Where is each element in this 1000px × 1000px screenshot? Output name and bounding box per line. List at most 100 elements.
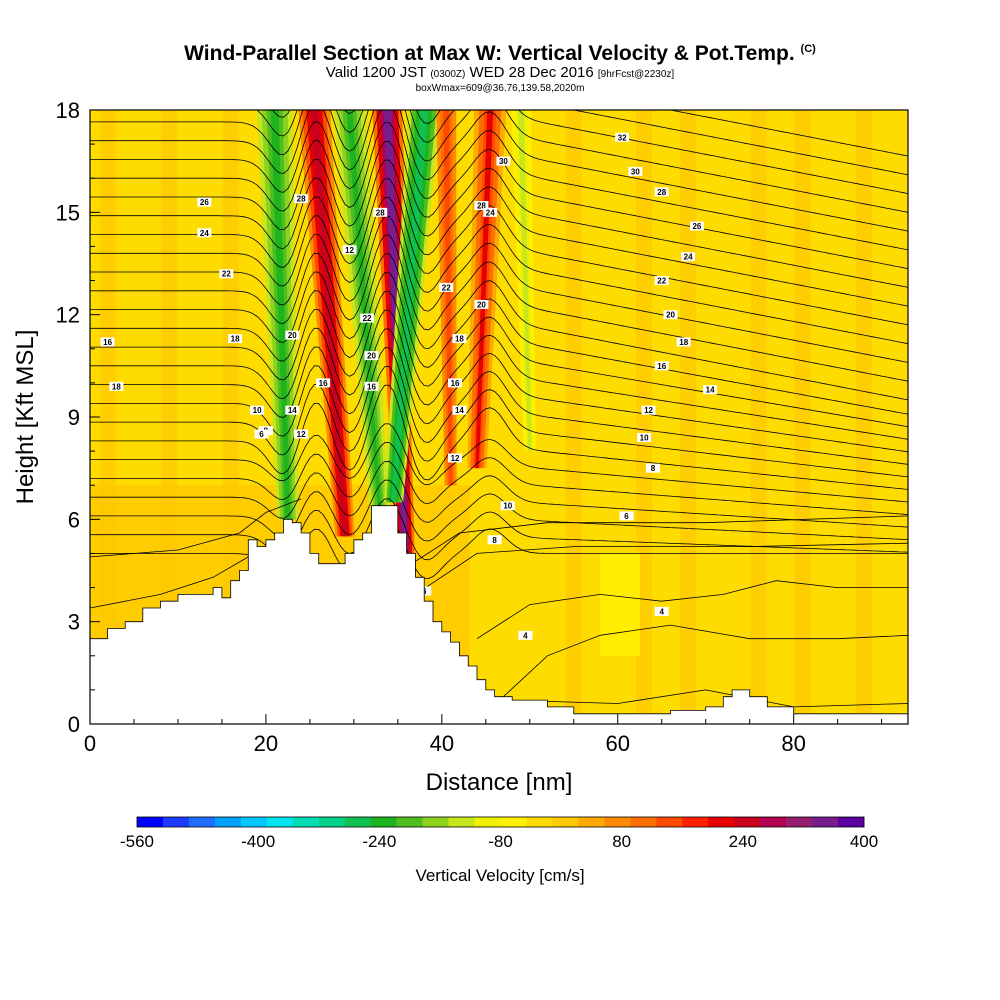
contour-label-bg (364, 381, 379, 391)
contour-label-bg (641, 405, 656, 415)
contour-label: 12 (451, 454, 460, 463)
colorbar-tick-label: -240 (362, 832, 396, 851)
contour-label-bg (100, 337, 115, 347)
descent-plume (391, 110, 429, 503)
colorbar-label: Vertical Velocity [cm/s] (415, 866, 584, 885)
colorbar-tick-label: 400 (850, 832, 878, 851)
contour-label: 18 (112, 382, 121, 391)
contour-label-bg (628, 166, 643, 176)
x-tick-label: 60 (605, 731, 629, 756)
theta-contour-line (90, 253, 908, 401)
colorbar-swatch (578, 817, 605, 827)
colorbar-swatch (292, 817, 320, 827)
contour-label-bg (448, 453, 463, 463)
colorbar-swatch (162, 817, 190, 827)
contour-label-bg (452, 405, 467, 415)
colorbar-swatch (318, 817, 346, 827)
contour-label: 10 (503, 502, 512, 511)
colorbar-swatch (786, 817, 813, 827)
contour-label-bg (452, 334, 467, 344)
weak-descent-zone (600, 553, 641, 656)
contour-label: 14 (455, 406, 464, 415)
contour-label-bg (619, 511, 634, 521)
theta-contour-line (256, 110, 908, 194)
theta-contour-line (90, 328, 908, 453)
contour-label-bg (663, 310, 678, 320)
theta-contour-line (272, 110, 908, 176)
colorbar-swatch (448, 817, 475, 827)
contour-label-bg (483, 207, 498, 217)
weak-ascent-stripe (680, 110, 697, 724)
colorbar-tick-label: -400 (241, 832, 275, 851)
contour-label-bg (373, 207, 388, 217)
contour-label-bg (637, 432, 652, 442)
theta-contour-line (90, 159, 908, 307)
axes: 0 20 40 60 80 0 3 6 9 12 15 18 (56, 98, 883, 756)
contour-label: 22 (363, 314, 372, 323)
colorbar-tick-label: -560 (120, 832, 154, 851)
theta-contour-line (90, 110, 908, 232)
colorbar-tick-label: -80 (488, 832, 513, 851)
theta-contour-line (503, 689, 908, 708)
theta-contour-line (90, 498, 908, 561)
contour-label-bg (681, 252, 696, 262)
colorbar-swatch (838, 817, 865, 827)
contour-label-bg (654, 606, 669, 616)
theta-contour-line (90, 365, 908, 478)
y-tick-label: 3 (68, 610, 80, 635)
theta-contour-line (90, 272, 908, 415)
y-tick-label: 6 (68, 507, 80, 532)
contour-label-bg (294, 194, 309, 204)
contour-label: 10 (640, 433, 649, 442)
theta-contour-line (90, 517, 908, 579)
y-axis-label: Height [Kft MSL] (12, 330, 39, 505)
colorbar-swatch (604, 817, 631, 827)
contour-label-bg (197, 228, 212, 238)
colorbar-swatch (734, 817, 761, 827)
subtitle-date: WED 28 Dec 2016 (469, 64, 594, 81)
contour-label: 12 (297, 430, 306, 439)
contour-label: 28 (297, 195, 306, 204)
theta-contour-line (476, 580, 908, 640)
descent-plume (270, 110, 291, 520)
x-tick-label: 40 (430, 731, 454, 756)
theta-contour-line (503, 624, 908, 697)
theta-contour-line (90, 309, 908, 440)
title-main: Wind-Parallel Section at Max W: Vertical… (184, 42, 795, 65)
colorbar-swatch (266, 817, 294, 827)
plot-area: 30 32 30 28 26 24 22 20 18 16 14 12 10 8 6 4 4 26 24 22 18 16… (90, 110, 908, 724)
x-tick-label: 80 (781, 731, 805, 756)
contour-label: 24 (486, 208, 495, 217)
contour-label-bg (250, 405, 265, 415)
contour-label: 20 (666, 311, 675, 320)
colorbar-swatch (474, 817, 501, 827)
theta-contour-line (90, 442, 908, 515)
colorbar-swatch (214, 817, 242, 827)
x-tick-label: 20 (254, 731, 278, 756)
contour-label-bg (364, 351, 379, 361)
contour-label: 6 (624, 512, 629, 521)
x-axis-label: Distance [nm] (426, 769, 573, 796)
y-tick-label: 0 (68, 712, 80, 737)
contour-label: 22 (657, 277, 666, 286)
theta-contour-line (90, 423, 908, 503)
contour-label-bg (689, 221, 704, 231)
theta-contour-line (90, 140, 908, 288)
contour-label: 4 (523, 631, 528, 640)
x-tick-label: 0 (84, 731, 96, 756)
theta-contour-line (90, 460, 908, 528)
colorbar-swatch (630, 817, 657, 827)
colorbar-swatch (812, 817, 839, 827)
y-tick-label: 9 (68, 405, 80, 430)
colorbar-swatch (188, 817, 216, 827)
colorbar-swatch (396, 817, 423, 827)
colorbar: -560 -400 -240 -80 80 240 400 (120, 816, 878, 851)
contour-label: 30 (631, 167, 640, 176)
contour-label: 32 (618, 133, 627, 142)
colorbar-tick-label: 80 (612, 832, 631, 851)
theta-contour-line (406, 515, 908, 568)
contour-label: 26 (200, 198, 209, 207)
subtitle-valid: Valid 1200 JST (325, 64, 427, 81)
contour-label-bg (654, 187, 669, 197)
chart-title: Wind-Parallel Section at Max W: Vertical… (0, 38, 1000, 65)
